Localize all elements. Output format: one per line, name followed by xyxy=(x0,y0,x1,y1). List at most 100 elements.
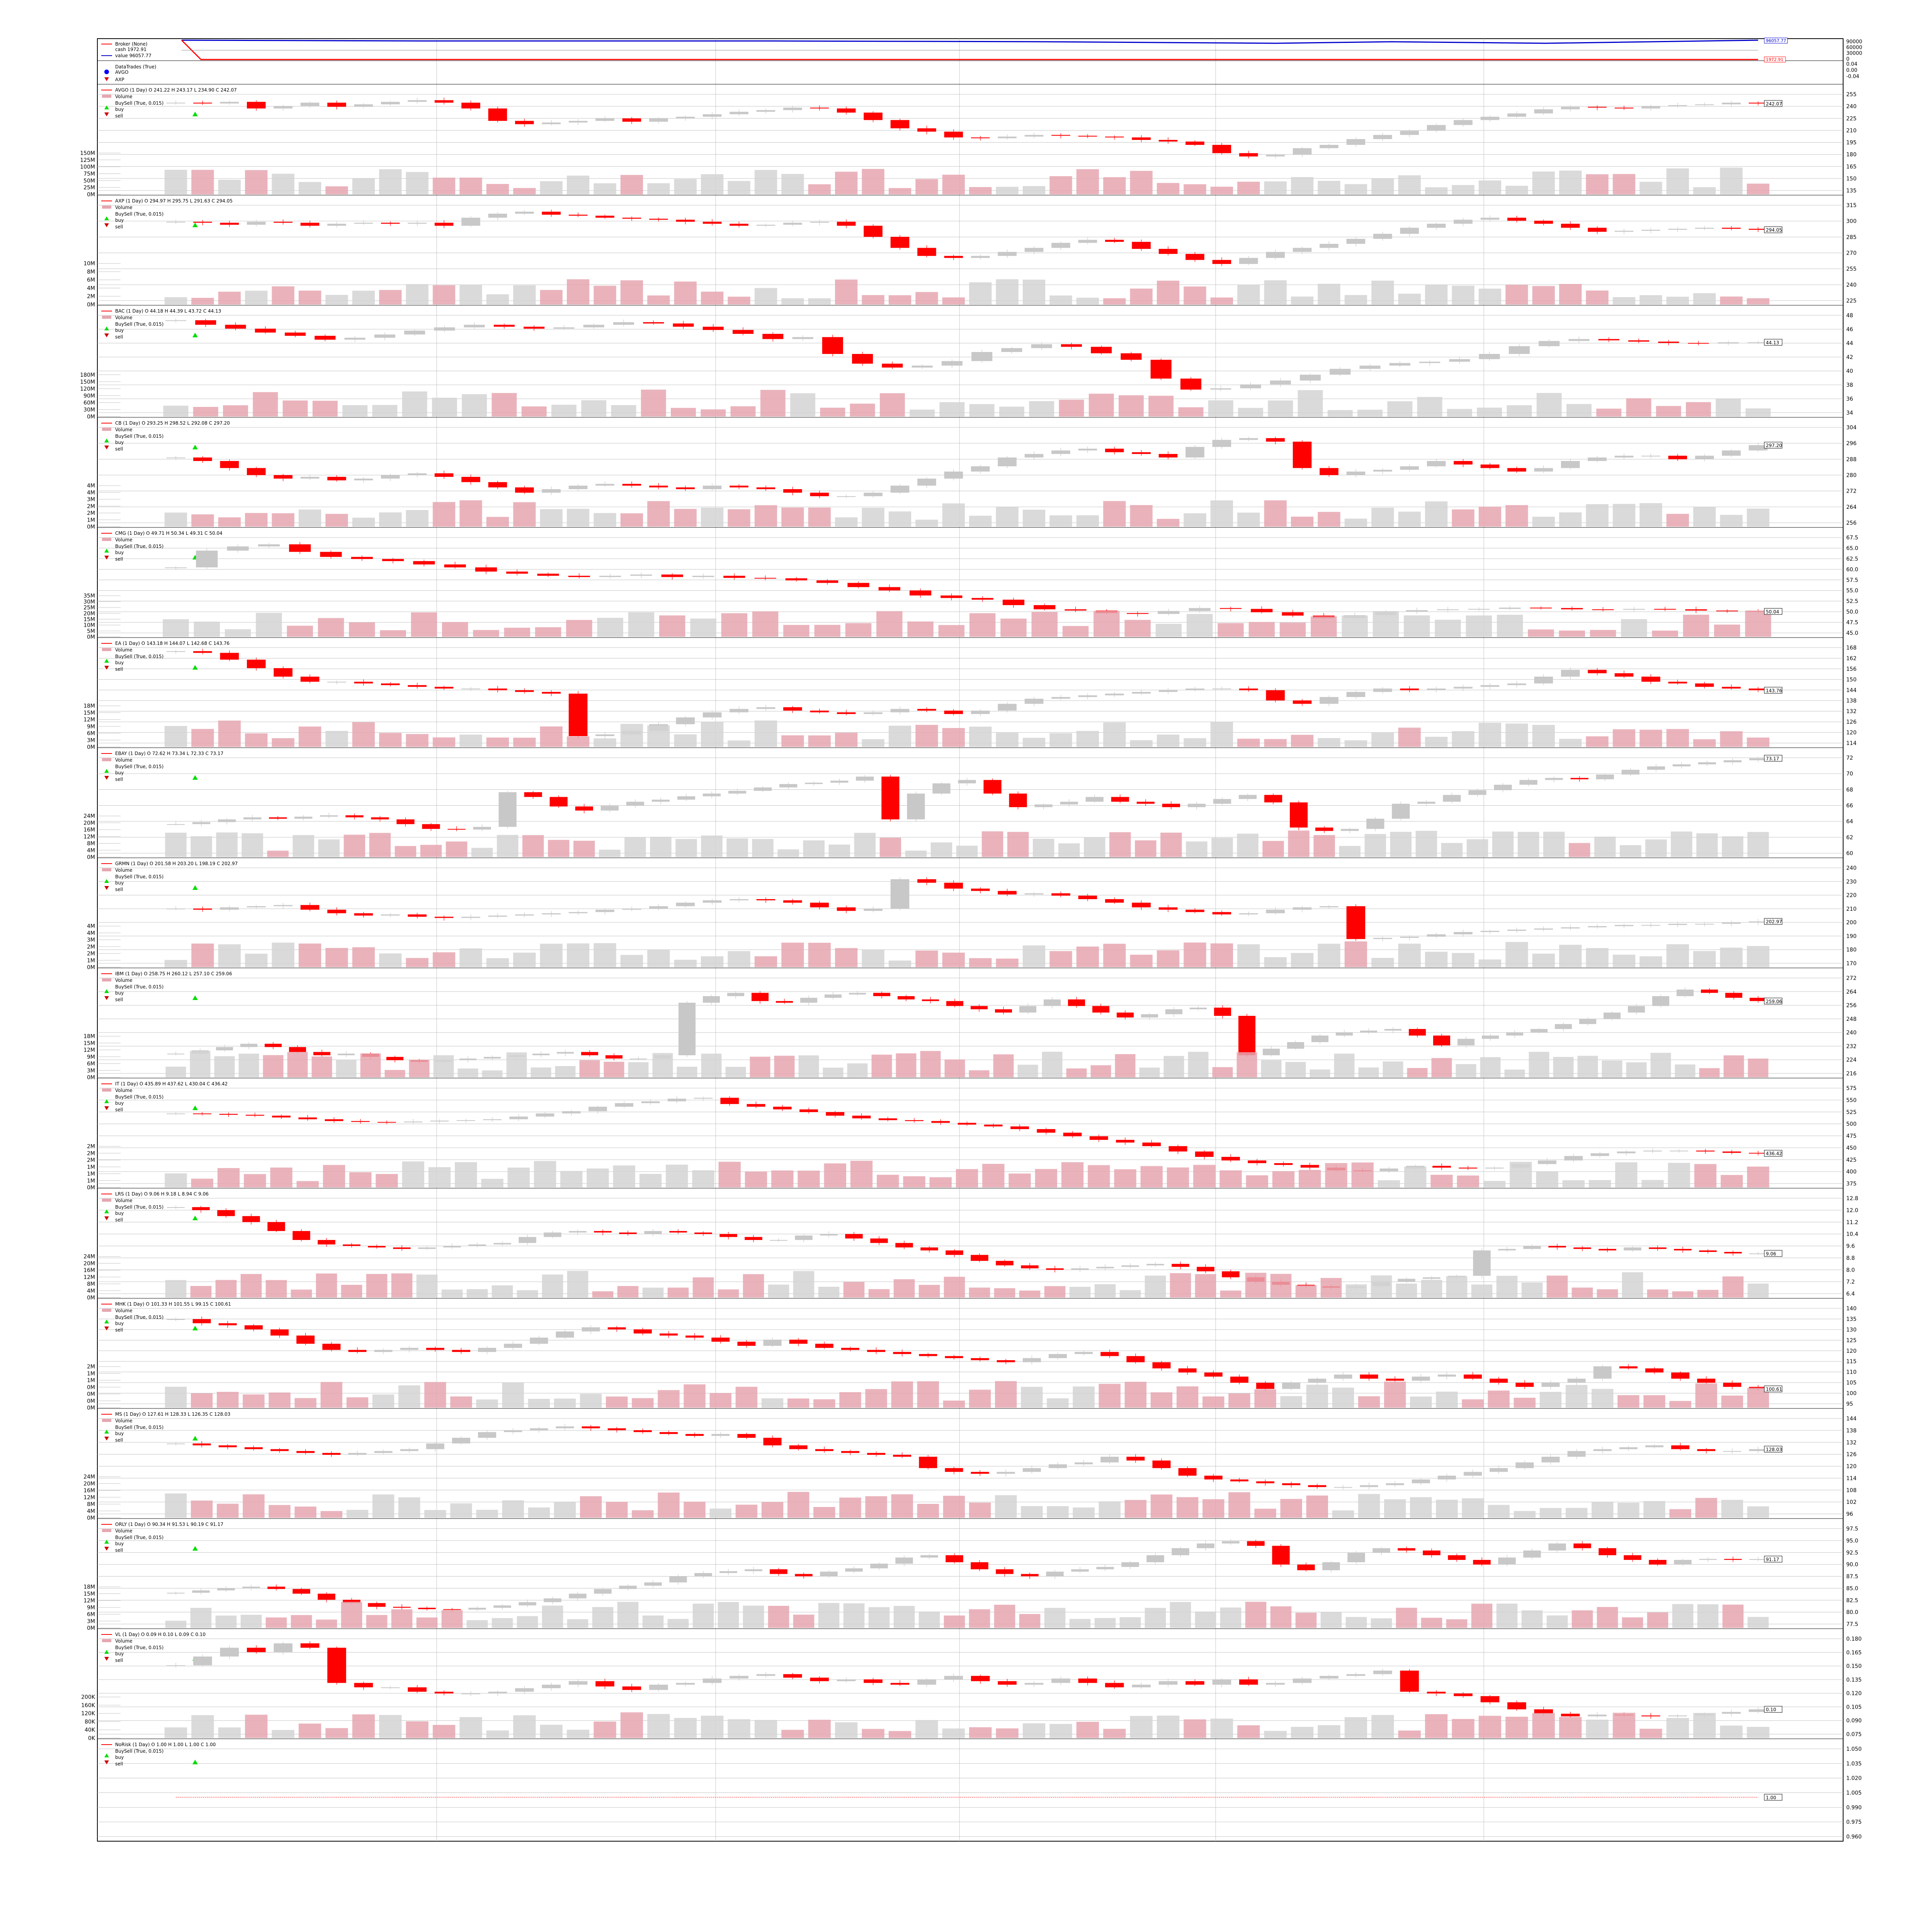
volume-bar xyxy=(667,1619,689,1628)
volume-bar xyxy=(1000,618,1027,637)
price-ytick-label: 375 xyxy=(1846,1181,1857,1187)
volume-bar xyxy=(1186,841,1208,857)
candle-body xyxy=(1051,450,1070,454)
candle-body xyxy=(694,1573,712,1577)
volume-bar xyxy=(942,728,965,747)
candle-body xyxy=(893,1455,912,1457)
volume-bar xyxy=(1378,1180,1400,1187)
volume-bar xyxy=(917,1381,939,1408)
volume-ytick-label: 8M xyxy=(87,1281,95,1287)
volume-bar xyxy=(566,509,590,527)
candle-body xyxy=(452,1350,470,1352)
volume-bar xyxy=(1280,1396,1302,1408)
volume-bar xyxy=(243,1394,265,1408)
price-ytick-label: 216 xyxy=(1846,1071,1857,1077)
legend-sell-marker xyxy=(104,112,109,116)
price-ytick-label: 36 xyxy=(1846,396,1853,402)
price-ytick-label: 40 xyxy=(1846,368,1853,374)
volume-ytick-label: 6M xyxy=(87,731,95,737)
volume-bar xyxy=(632,1510,654,1518)
volume-bar xyxy=(690,618,716,637)
candle-body xyxy=(193,102,212,104)
volume-bar xyxy=(1280,1499,1302,1518)
candle-body xyxy=(1019,1006,1037,1013)
price-ytick-label: 400 xyxy=(1846,1169,1857,1175)
candle-body xyxy=(1427,461,1446,466)
candle-body xyxy=(1748,921,1768,923)
volume-bar xyxy=(808,735,831,747)
volume-bar xyxy=(820,408,845,417)
volume-bar xyxy=(406,734,429,747)
candle-body xyxy=(1427,224,1446,228)
volume-bar xyxy=(1291,177,1314,194)
price-ytick-label: 264 xyxy=(1846,504,1857,510)
candle-body xyxy=(1507,683,1526,685)
candle-body xyxy=(1266,690,1285,701)
candle-body xyxy=(1649,1247,1667,1249)
legend-volume-swatch xyxy=(102,648,111,651)
legend-volume-swatch xyxy=(102,1309,111,1312)
legend-buy-label: buy xyxy=(115,1100,124,1106)
legend-sell-label: sell xyxy=(115,777,123,782)
volume-bar xyxy=(476,1510,498,1518)
volume-bar xyxy=(551,405,577,417)
volume-bar xyxy=(1720,167,1743,194)
volume-bar xyxy=(728,296,750,304)
volume-bar xyxy=(1237,833,1259,857)
candle-body xyxy=(327,102,346,107)
volume-bar xyxy=(1184,184,1206,194)
candle-body xyxy=(776,1001,793,1003)
candle-body xyxy=(702,1679,722,1683)
volume-bar xyxy=(1371,281,1394,304)
candle-body xyxy=(702,996,720,1003)
volume-bar xyxy=(1532,517,1555,527)
candle-body xyxy=(581,1052,599,1055)
volume-bar xyxy=(1076,946,1099,967)
legend-sell-marker xyxy=(104,333,109,337)
volume-bar xyxy=(164,170,187,194)
volume-bar xyxy=(1156,1716,1180,1738)
volume-bar xyxy=(1672,1291,1694,1298)
candle-body xyxy=(1454,219,1473,224)
candle-body xyxy=(344,338,366,340)
last-value-tag xyxy=(1764,998,1782,1005)
candle-body xyxy=(274,221,293,223)
volume-bar xyxy=(548,840,570,857)
volume-bar xyxy=(996,1728,1019,1738)
panel-title: BAC (1 Day) O 44.18 H 44.39 L 43.72 C 44… xyxy=(115,308,221,314)
candle-body xyxy=(867,1453,886,1455)
datatrades-ytick: 0.00 xyxy=(1846,68,1857,73)
volume-bar xyxy=(1264,181,1287,194)
volume-bar xyxy=(1035,1169,1057,1187)
volume-bar xyxy=(244,1174,266,1187)
legend-buysell-label: BuySell (True, 0.015) xyxy=(115,1094,163,1100)
candle-body xyxy=(864,226,883,237)
candle-body xyxy=(583,325,604,328)
candle-body xyxy=(673,323,694,327)
candle-body xyxy=(1417,801,1435,804)
volume-bar xyxy=(1237,944,1260,967)
volume-bar xyxy=(903,1176,925,1187)
volume-bar xyxy=(781,735,804,747)
candle-body xyxy=(542,122,561,124)
legend-volume-label: Volume xyxy=(115,205,133,210)
volume-bar xyxy=(1396,1283,1417,1298)
volume-bar xyxy=(432,1725,456,1738)
candle-body xyxy=(1509,346,1530,354)
price-ytick-label: 110 xyxy=(1846,1369,1857,1376)
volume-bar xyxy=(215,1616,237,1628)
volume-bar xyxy=(1647,1612,1668,1628)
candle-body xyxy=(1494,784,1512,790)
candle-body xyxy=(408,914,427,917)
volume-ytick-label: 0M xyxy=(87,1515,95,1521)
volume-bar xyxy=(1626,1062,1647,1077)
price-ytick-label: 34 xyxy=(1846,410,1853,416)
volume-bar xyxy=(594,738,616,747)
price-ytick-label: 47.5 xyxy=(1846,620,1858,626)
candle-body xyxy=(785,578,807,581)
volume-bar xyxy=(521,406,547,417)
volume-bar xyxy=(1140,1166,1163,1187)
candle-body xyxy=(1701,990,1718,993)
last-value-tag xyxy=(1764,1250,1782,1257)
legend-sell-label: sell xyxy=(115,1658,123,1663)
